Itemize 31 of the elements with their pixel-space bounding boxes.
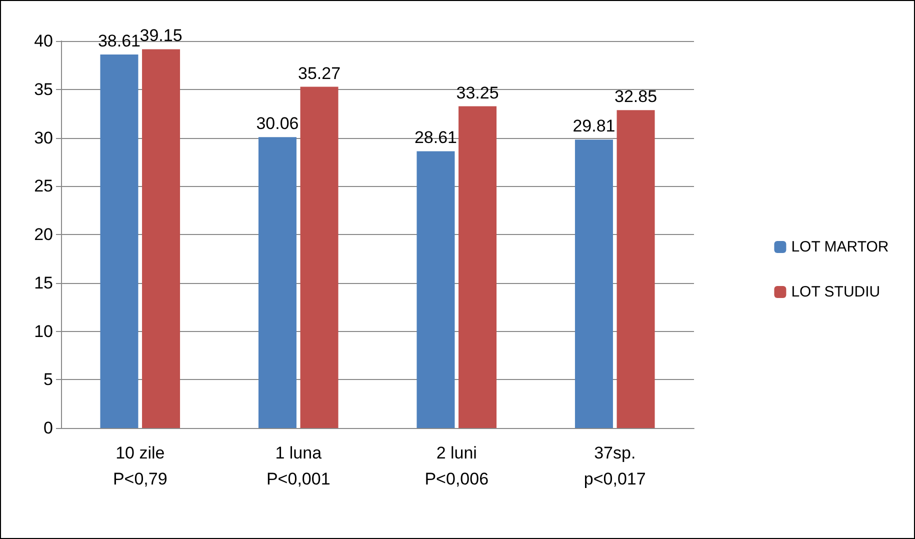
bar <box>616 110 655 428</box>
legend-label: LOT STUDIU <box>791 284 880 300</box>
bar <box>416 151 455 428</box>
data-label: 29.81 <box>572 116 616 136</box>
x-tick-label: 10 zile P<0,79 <box>112 444 168 488</box>
y-tick-label: 40 <box>34 32 53 50</box>
bar <box>300 86 338 428</box>
x-tick-label: 2 luni P<0,006 <box>424 444 489 488</box>
x-tick-label: 37sp. p<0,017 <box>584 444 646 488</box>
x-tick-label: 1 luna P<0,001 <box>266 444 330 488</box>
y-tick-label: 20 <box>34 225 53 244</box>
y-tick-label: 10 <box>34 322 53 341</box>
legend-label: LOT MARTOR <box>791 238 889 256</box>
y-tick-label: 25 <box>34 176 53 196</box>
data-label: 32.85 <box>614 87 658 106</box>
data-label: 33.25 <box>456 83 499 102</box>
data-label: 39.15 <box>140 26 182 46</box>
bar <box>100 54 138 428</box>
bar <box>258 137 296 428</box>
bar <box>574 140 613 428</box>
bar <box>142 49 180 428</box>
y-tick-label: 30 <box>34 128 53 148</box>
data-label: 30.06 <box>256 114 299 134</box>
data-label: 38.61 <box>98 31 140 50</box>
bar <box>458 106 497 428</box>
y-tick-label: 35 <box>34 80 53 99</box>
data-label: 28.61 <box>414 128 457 148</box>
y-tick-label: 0 <box>44 418 53 438</box>
y-tick-label: 15 <box>34 273 53 292</box>
data-label: 35.27 <box>298 64 341 83</box>
y-tick-label: 5 <box>44 370 53 390</box>
